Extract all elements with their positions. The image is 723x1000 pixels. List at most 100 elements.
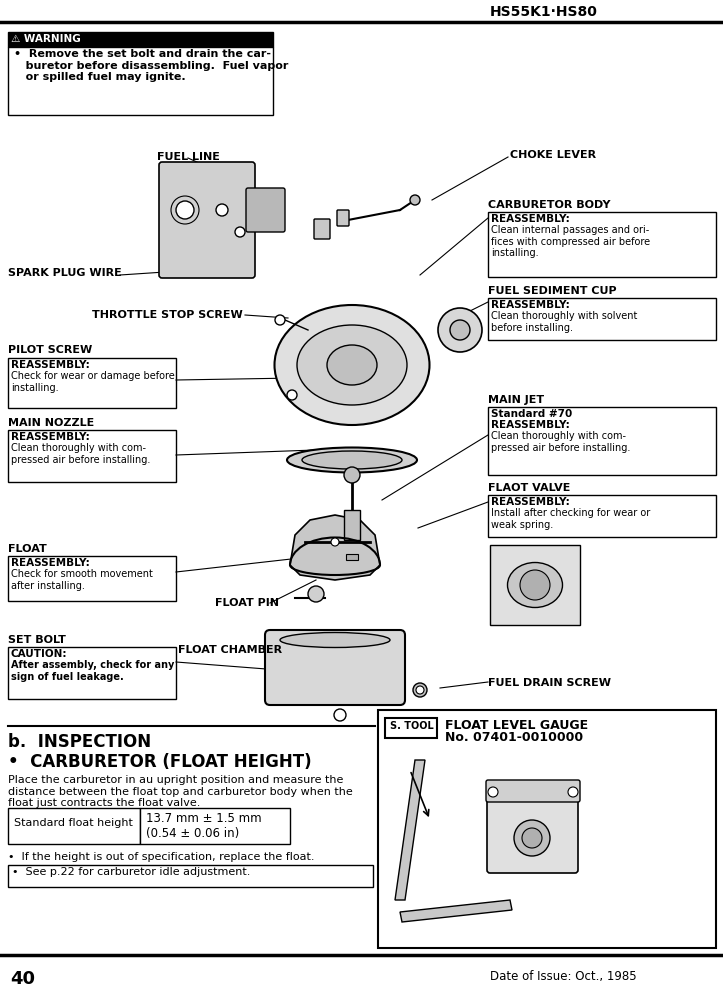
Ellipse shape: [327, 345, 377, 385]
Text: b.  INSPECTION: b. INSPECTION: [8, 733, 151, 751]
Circle shape: [450, 320, 470, 340]
Polygon shape: [395, 760, 425, 900]
Text: 13.7 mm ± 1.5 mm
(0.54 ± 0.06 in): 13.7 mm ± 1.5 mm (0.54 ± 0.06 in): [146, 812, 262, 840]
Text: ⚠ WARNING: ⚠ WARNING: [11, 34, 81, 44]
Text: SPARK PLUG WIRE: SPARK PLUG WIRE: [8, 268, 121, 278]
Circle shape: [334, 709, 346, 721]
Circle shape: [416, 686, 424, 694]
Text: CHOKE LEVER: CHOKE LEVER: [510, 150, 596, 160]
Circle shape: [216, 204, 228, 216]
Text: FLOAT LEVEL GAUGE: FLOAT LEVEL GAUGE: [445, 719, 588, 732]
Text: HS55K1·HS80: HS55K1·HS80: [490, 5, 598, 19]
FancyBboxPatch shape: [265, 630, 405, 705]
Text: MAIN NOZZLE: MAIN NOZZLE: [8, 418, 94, 428]
Circle shape: [514, 820, 550, 856]
Bar: [490, 545, 580, 625]
Text: FUEL LINE: FUEL LINE: [157, 152, 220, 162]
Text: MAIN JET: MAIN JET: [488, 395, 544, 405]
Text: •  See p.22 for carburetor idle adjustment.: • See p.22 for carburetor idle adjustmen…: [12, 867, 250, 877]
Circle shape: [331, 538, 339, 546]
Polygon shape: [400, 900, 512, 922]
Text: REASSEMBLY:: REASSEMBLY:: [11, 558, 90, 568]
Text: S. TOOL: S. TOOL: [390, 721, 434, 731]
Text: CAUTION:: CAUTION:: [11, 649, 67, 659]
Text: REASSEMBLY:: REASSEMBLY:: [491, 497, 570, 507]
Ellipse shape: [297, 325, 407, 405]
Circle shape: [438, 308, 482, 352]
Text: •  CARBURETOR (FLOAT HEIGHT): • CARBURETOR (FLOAT HEIGHT): [8, 753, 312, 771]
Text: FLOAT PIN: FLOAT PIN: [215, 598, 279, 608]
FancyBboxPatch shape: [486, 780, 580, 802]
Circle shape: [308, 586, 324, 602]
Text: REASSEMBLY:: REASSEMBLY:: [11, 360, 90, 370]
Text: Clean thoroughly with com-
pressed air before installing.: Clean thoroughly with com- pressed air b…: [491, 431, 630, 453]
Circle shape: [275, 315, 285, 325]
FancyBboxPatch shape: [159, 162, 255, 278]
Text: Standard float height: Standard float height: [14, 818, 133, 828]
Bar: [8, 430, 176, 482]
Text: Clean internal passages and ori-
fices with compressed air before
installing.: Clean internal passages and ori- fices w…: [491, 225, 650, 258]
Text: THROTTLE STOP SCREW: THROTTLE STOP SCREW: [92, 310, 243, 320]
Ellipse shape: [508, 562, 562, 607]
Ellipse shape: [280, 633, 390, 648]
Bar: [8, 358, 176, 408]
Bar: [346, 554, 358, 560]
Circle shape: [287, 390, 297, 400]
Text: Standard #70: Standard #70: [491, 409, 572, 419]
Text: REASSEMBLY:: REASSEMBLY:: [491, 214, 570, 224]
Text: REASSEMBLY:: REASSEMBLY:: [491, 420, 570, 430]
Ellipse shape: [302, 451, 402, 469]
Text: Place the carburetor in au upright position and measure the
distance between the: Place the carburetor in au upright posit…: [8, 775, 353, 808]
Text: Date of Issue: Oct., 1985: Date of Issue: Oct., 1985: [490, 970, 637, 983]
Bar: [8, 32, 273, 47]
Text: REASSEMBLY:: REASSEMBLY:: [11, 432, 90, 442]
Circle shape: [413, 683, 427, 697]
Text: Clean thoroughly with solvent
before installing.: Clean thoroughly with solvent before ins…: [491, 311, 638, 333]
Bar: [8, 647, 176, 699]
Circle shape: [522, 828, 542, 848]
Text: 40: 40: [10, 970, 35, 988]
Bar: [140, 808, 290, 844]
Bar: [8, 865, 373, 887]
FancyBboxPatch shape: [337, 210, 349, 226]
Text: No. 07401-0010000: No. 07401-0010000: [445, 731, 583, 744]
Text: FUEL SEDIMENT CUP: FUEL SEDIMENT CUP: [488, 286, 617, 296]
Bar: [8, 47, 273, 115]
Bar: [488, 407, 716, 475]
Bar: [344, 510, 360, 540]
Circle shape: [344, 467, 360, 483]
Text: FLOAT: FLOAT: [8, 544, 47, 554]
Text: SET BOLT: SET BOLT: [8, 635, 66, 645]
Text: FLAOT VALVE: FLAOT VALVE: [488, 483, 570, 493]
Bar: [385, 718, 437, 738]
Ellipse shape: [275, 305, 429, 425]
Text: After assembly, check for any
sign of fuel leakage.: After assembly, check for any sign of fu…: [11, 660, 174, 682]
Circle shape: [568, 787, 578, 797]
Bar: [8, 808, 140, 844]
FancyBboxPatch shape: [314, 219, 330, 239]
Text: FUEL DRAIN SCREW: FUEL DRAIN SCREW: [488, 678, 611, 688]
Polygon shape: [290, 515, 380, 580]
Bar: [488, 495, 716, 537]
Circle shape: [410, 195, 420, 205]
Text: PILOT SCREW: PILOT SCREW: [8, 345, 93, 355]
Circle shape: [488, 787, 498, 797]
FancyBboxPatch shape: [487, 782, 578, 873]
Text: •  Remove the set bolt and drain the car-
   buretor before disassembling.  Fuel: • Remove the set bolt and drain the car-…: [14, 49, 288, 82]
Text: CARBURETOR BODY: CARBURETOR BODY: [488, 200, 610, 210]
Bar: [378, 710, 716, 948]
Circle shape: [235, 227, 245, 237]
FancyBboxPatch shape: [246, 188, 285, 232]
Circle shape: [176, 201, 194, 219]
Text: Check for smooth movement
after installing.: Check for smooth movement after installi…: [11, 569, 153, 591]
Ellipse shape: [287, 448, 417, 473]
Bar: [488, 298, 716, 340]
Text: Install after checking for wear or
weak spring.: Install after checking for wear or weak …: [491, 508, 650, 530]
Bar: [488, 212, 716, 277]
Text: REASSEMBLY:: REASSEMBLY:: [491, 300, 570, 310]
Circle shape: [520, 570, 550, 600]
Text: FLOAT CHAMBER: FLOAT CHAMBER: [178, 645, 282, 655]
Text: •  If the height is out of specification, replace the float.: • If the height is out of specification,…: [8, 852, 315, 862]
Text: Check for wear or damage before
installing.: Check for wear or damage before installi…: [11, 371, 175, 393]
Bar: [8, 556, 176, 601]
